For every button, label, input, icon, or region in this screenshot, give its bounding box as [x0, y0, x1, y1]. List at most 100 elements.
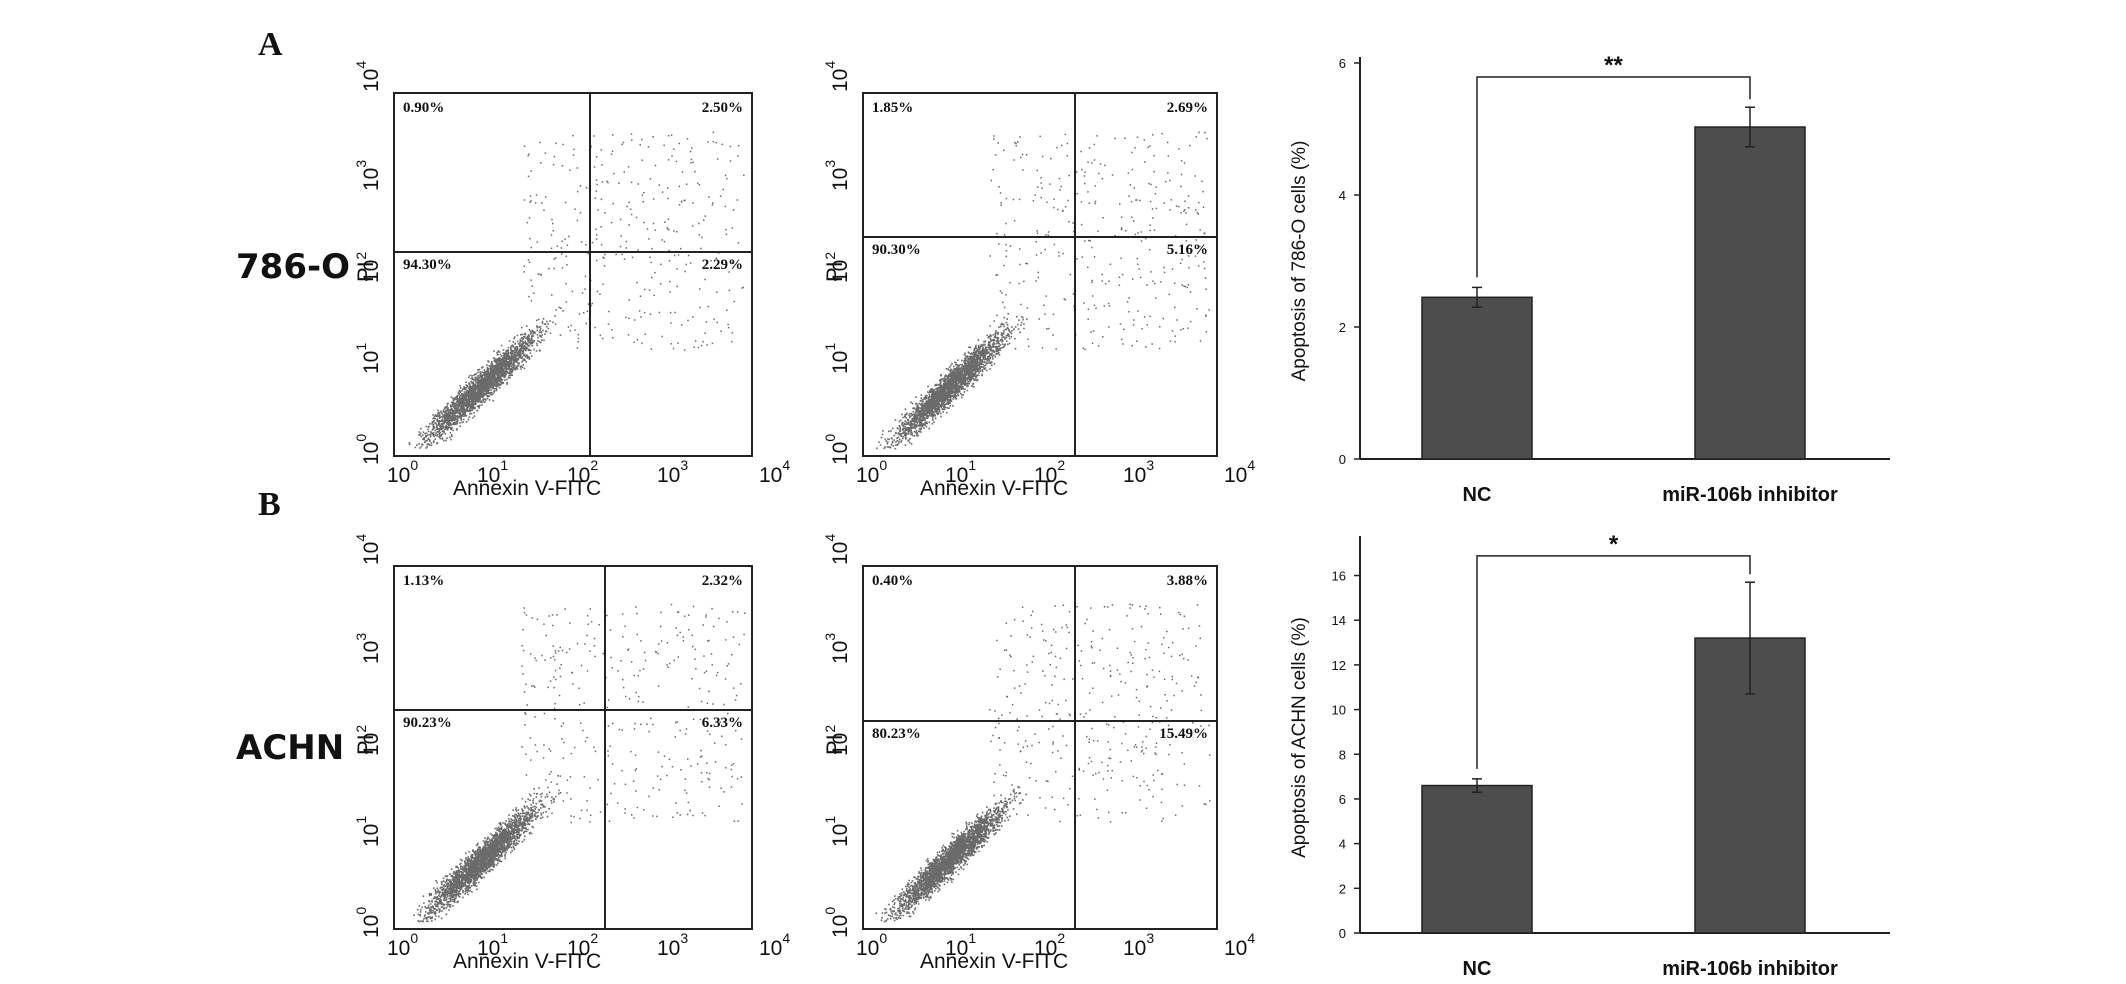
category-label: miR-106b inhibitor — [1662, 484, 1838, 506]
y-axis-title: PI — [353, 734, 378, 755]
quadrant-label-ll: 80.23% — [872, 726, 921, 743]
y-axis-title: Apoptosis of ACHN cells (%) — [1289, 617, 1310, 858]
x-tick-label: 104 — [759, 457, 791, 487]
y-tick-label: 100 — [822, 906, 852, 938]
bar — [1421, 296, 1533, 460]
x-axis-title: Annexin V-FITC — [453, 477, 602, 500]
quadrant-label-ll: 94.30% — [403, 256, 452, 273]
quadrant-label-lr: 5.16% — [1166, 242, 1208, 259]
gate-horizontal-line — [395, 709, 751, 712]
gate-vertical-line — [589, 94, 592, 455]
quadrant-label-ur: 2.50% — [701, 100, 743, 116]
y-tick-label: 100 — [353, 433, 383, 465]
y-tick-label: 103 — [353, 160, 383, 192]
bar — [1421, 784, 1533, 934]
y-tick-label: 100 — [822, 433, 852, 465]
gate-vertical-line — [1074, 94, 1077, 455]
y-axis-title: PI — [822, 261, 847, 282]
x-tick-label: 101 — [945, 457, 977, 487]
y-tick-label: 103 — [353, 633, 383, 665]
panel-letter-a: A — [258, 26, 283, 63]
scatter-dots — [413, 603, 746, 923]
bar-chart-786o: 0 2 4 6 NC miR-106b inhibitor ** Apoptosis of 7… — [1289, 52, 1890, 506]
y-tick-label: 16 — [1332, 569, 1346, 584]
y-tick-label: 2 — [1339, 881, 1346, 896]
category-label: miR-106b inhibitor — [1662, 958, 1838, 980]
x-axis-title: Annexin V-FITC — [453, 950, 602, 973]
x-tick-label: 104 — [759, 930, 791, 960]
y-tick-label: 10 — [1332, 703, 1346, 718]
y-tick-label: 101 — [822, 342, 852, 374]
gate-horizontal-line — [395, 250, 751, 253]
quadrant-label-lr: 6.33% — [701, 715, 743, 732]
x-tick-label: 102 — [567, 930, 599, 960]
scatter-dots — [875, 603, 1211, 923]
y-tick-label: 4 — [1339, 837, 1346, 852]
y-tick-label: 100 — [353, 906, 383, 938]
significance-bracket — [1476, 555, 1751, 769]
x-tick-label: 100 — [387, 930, 419, 960]
x-tick-label: 100 — [856, 930, 888, 960]
y-tick-label: 2 — [1339, 320, 1346, 335]
y-tick-label: 104 — [353, 533, 383, 565]
y-axis-title: Apoptosis of 786-O cells (%) — [1289, 141, 1310, 382]
quadrant-label-ul: 0.90% — [403, 100, 445, 116]
y-tick-label: 14 — [1332, 613, 1346, 628]
flow-plot: 0.40% 3.88% 80.23% 15.49% — [862, 565, 1218, 930]
x-axis-title: Annexin V-FITC — [920, 477, 1069, 500]
gate-horizontal-line — [864, 236, 1216, 239]
x-tick-label: 101 — [477, 457, 509, 487]
y-tick-label: 0 — [1339, 926, 1346, 941]
y-tick-label: 101 — [353, 342, 383, 374]
y-tick-label: 101 — [822, 815, 852, 847]
y-tick-label: 104 — [822, 533, 852, 565]
x-axis-title: Annexin V-FITC — [920, 950, 1069, 973]
quadrant-label-ll: 90.30% — [872, 242, 921, 259]
row-label-achn: ACHN — [236, 728, 345, 768]
x-tick-label: 101 — [945, 930, 977, 960]
quadrant-label-lr: 2.29% — [701, 256, 743, 273]
quadrant-label-ur: 2.69% — [1166, 100, 1208, 116]
quadrant-label-ur: 3.88% — [1166, 573, 1208, 589]
x-tick-label: 100 — [387, 457, 419, 487]
panel-letter-b: B — [258, 486, 281, 523]
y-tick-label: 101 — [353, 815, 383, 847]
flow-plot: 0.90% 2.50% 94.30% 2.29% — [393, 92, 753, 457]
y-tick-label: 12 — [1332, 658, 1346, 673]
y-axis-title: PI — [822, 734, 847, 755]
bar-chart-achn: 0 2 4 6 8 10 12 14 16 NC miR-106b inhibitor * Apopto… — [1289, 531, 1890, 980]
x-tick-label: 102 — [1034, 930, 1066, 960]
quadrant-label-ur: 2.32% — [701, 573, 743, 589]
significance-marker: * — [1609, 531, 1619, 558]
y-tick-label: 6 — [1339, 792, 1346, 807]
quadrant-label-ul: 1.85% — [872, 100, 914, 116]
x-tick-label: 102 — [1034, 457, 1066, 487]
y-axis-title: PI — [353, 261, 378, 282]
y-tick-label: 4 — [1339, 188, 1346, 203]
y-tick-label: 103 — [822, 160, 852, 192]
x-tick-label: 103 — [657, 457, 689, 487]
x-tick-label: 103 — [657, 930, 689, 960]
gate-horizontal-line — [864, 720, 1216, 723]
category-label: NC — [1463, 484, 1492, 506]
x-tick-label: 104 — [1224, 930, 1256, 960]
x-tick-label: 103 — [1123, 457, 1155, 487]
x-tick-label: 102 — [567, 457, 599, 487]
bar — [1694, 126, 1806, 460]
y-tick-label: 8 — [1339, 747, 1346, 762]
gate-vertical-line — [603, 567, 606, 928]
y-tick-label: 0 — [1339, 452, 1346, 467]
significance-bracket — [1476, 76, 1751, 278]
x-tick-label: 100 — [856, 457, 888, 487]
gate-vertical-line — [1074, 567, 1077, 928]
quadrant-label-ul: 1.13% — [403, 573, 445, 589]
flow-plot: 1.13% 2.32% 90.23% 6.33% — [393, 565, 753, 930]
row-label-786o: 786-O — [236, 247, 350, 287]
scatter-dots — [876, 131, 1210, 450]
scatter-dots — [408, 131, 745, 449]
quadrant-label-ul: 0.40% — [872, 573, 914, 589]
flow-plot: 1.85% 2.69% 90.30% 5.16% — [862, 92, 1218, 457]
x-tick-label: 103 — [1123, 930, 1155, 960]
quadrant-label-lr: 15.49% — [1159, 726, 1208, 743]
y-tick-label: 104 — [822, 60, 852, 92]
